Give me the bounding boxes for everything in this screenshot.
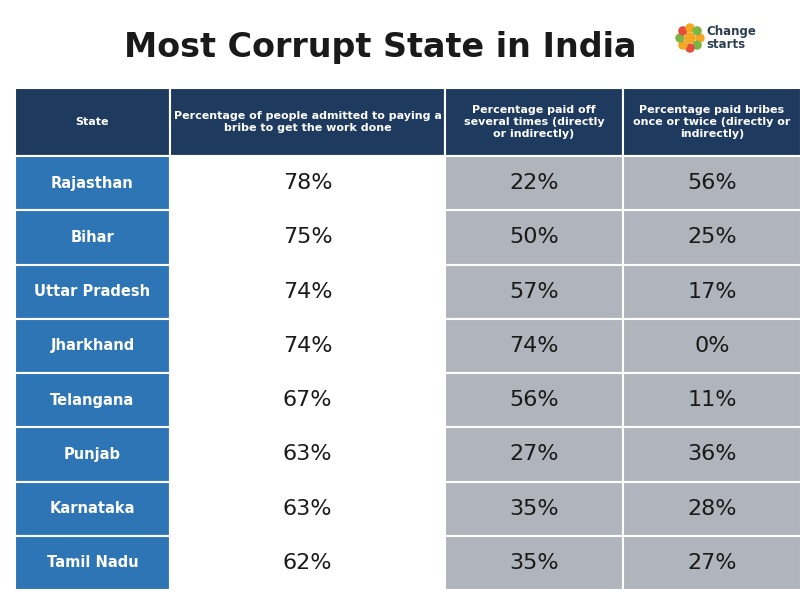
Bar <box>445 481 623 536</box>
Circle shape <box>676 34 684 42</box>
Text: 74%: 74% <box>282 281 332 302</box>
Text: Tamil Nadu: Tamil Nadu <box>46 556 138 571</box>
Bar <box>623 373 800 427</box>
Bar <box>445 373 623 427</box>
Text: Bihar: Bihar <box>70 230 114 245</box>
Bar <box>623 427 800 481</box>
Text: 27%: 27% <box>687 553 737 573</box>
Circle shape <box>696 34 704 42</box>
Text: 56%: 56% <box>687 173 737 193</box>
Bar <box>445 88 623 156</box>
Text: 0%: 0% <box>694 336 730 356</box>
Circle shape <box>679 41 687 49</box>
Bar <box>623 481 800 536</box>
Text: Percentage paid off
several times (directly
or indirectly): Percentage paid off several times (direc… <box>464 106 604 139</box>
Bar <box>445 265 623 319</box>
Bar <box>623 156 800 210</box>
Text: 28%: 28% <box>687 499 737 518</box>
Bar <box>15 210 170 265</box>
Bar <box>15 373 170 427</box>
Text: 36%: 36% <box>687 445 737 464</box>
Text: 35%: 35% <box>509 499 559 518</box>
Text: Percentage of people admitted to paying a
bribe to get the work done: Percentage of people admitted to paying … <box>174 111 442 133</box>
Bar <box>15 265 170 319</box>
Text: Punjab: Punjab <box>64 447 121 462</box>
Text: 63%: 63% <box>282 499 332 518</box>
Bar <box>623 319 800 373</box>
Bar <box>170 265 445 319</box>
Bar <box>623 88 800 156</box>
Text: 67%: 67% <box>282 390 332 410</box>
Text: Uttar Pradesh: Uttar Pradesh <box>34 284 150 299</box>
Text: 75%: 75% <box>282 227 332 247</box>
Bar <box>15 319 170 373</box>
Bar <box>445 536 623 590</box>
Text: 62%: 62% <box>282 553 332 573</box>
Text: 78%: 78% <box>282 173 332 193</box>
Bar <box>170 88 445 156</box>
Text: 25%: 25% <box>687 227 737 247</box>
Text: Change: Change <box>706 25 756 38</box>
Bar <box>170 210 445 265</box>
Bar <box>445 210 623 265</box>
Bar <box>15 88 170 156</box>
Text: 22%: 22% <box>510 173 558 193</box>
Bar <box>15 536 170 590</box>
Bar <box>623 210 800 265</box>
Text: 74%: 74% <box>510 336 558 356</box>
Text: Karnataka: Karnataka <box>50 501 135 516</box>
Text: Telangana: Telangana <box>50 392 134 407</box>
Text: Rajasthan: Rajasthan <box>51 176 134 191</box>
Text: 11%: 11% <box>687 390 737 410</box>
Bar <box>445 319 623 373</box>
Text: 17%: 17% <box>687 281 737 302</box>
Bar <box>623 265 800 319</box>
Bar <box>15 156 170 210</box>
Circle shape <box>679 27 687 35</box>
Bar <box>445 427 623 481</box>
Text: 74%: 74% <box>282 336 332 356</box>
Circle shape <box>686 24 694 32</box>
Text: 50%: 50% <box>509 227 559 247</box>
Bar <box>170 319 445 373</box>
Bar <box>623 536 800 590</box>
Circle shape <box>685 33 695 43</box>
Bar <box>170 156 445 210</box>
Bar <box>15 481 170 536</box>
Text: State: State <box>76 117 110 127</box>
Bar <box>170 536 445 590</box>
Bar <box>15 427 170 481</box>
Text: Percentage paid bribes
once or twice (directly or
indirectly): Percentage paid bribes once or twice (di… <box>634 106 790 139</box>
Text: 35%: 35% <box>509 553 559 573</box>
Text: 57%: 57% <box>509 281 559 302</box>
Circle shape <box>693 41 701 49</box>
Circle shape <box>693 27 701 35</box>
Text: starts: starts <box>706 37 745 50</box>
Text: 27%: 27% <box>510 445 558 464</box>
Text: Most Corrupt State in India: Most Corrupt State in India <box>124 31 636 64</box>
Bar <box>445 156 623 210</box>
Text: Jharkhand: Jharkhand <box>50 338 134 353</box>
Bar <box>170 373 445 427</box>
Bar <box>170 427 445 481</box>
Text: 56%: 56% <box>509 390 559 410</box>
Bar <box>170 481 445 536</box>
Text: 63%: 63% <box>282 445 332 464</box>
Circle shape <box>686 44 694 52</box>
